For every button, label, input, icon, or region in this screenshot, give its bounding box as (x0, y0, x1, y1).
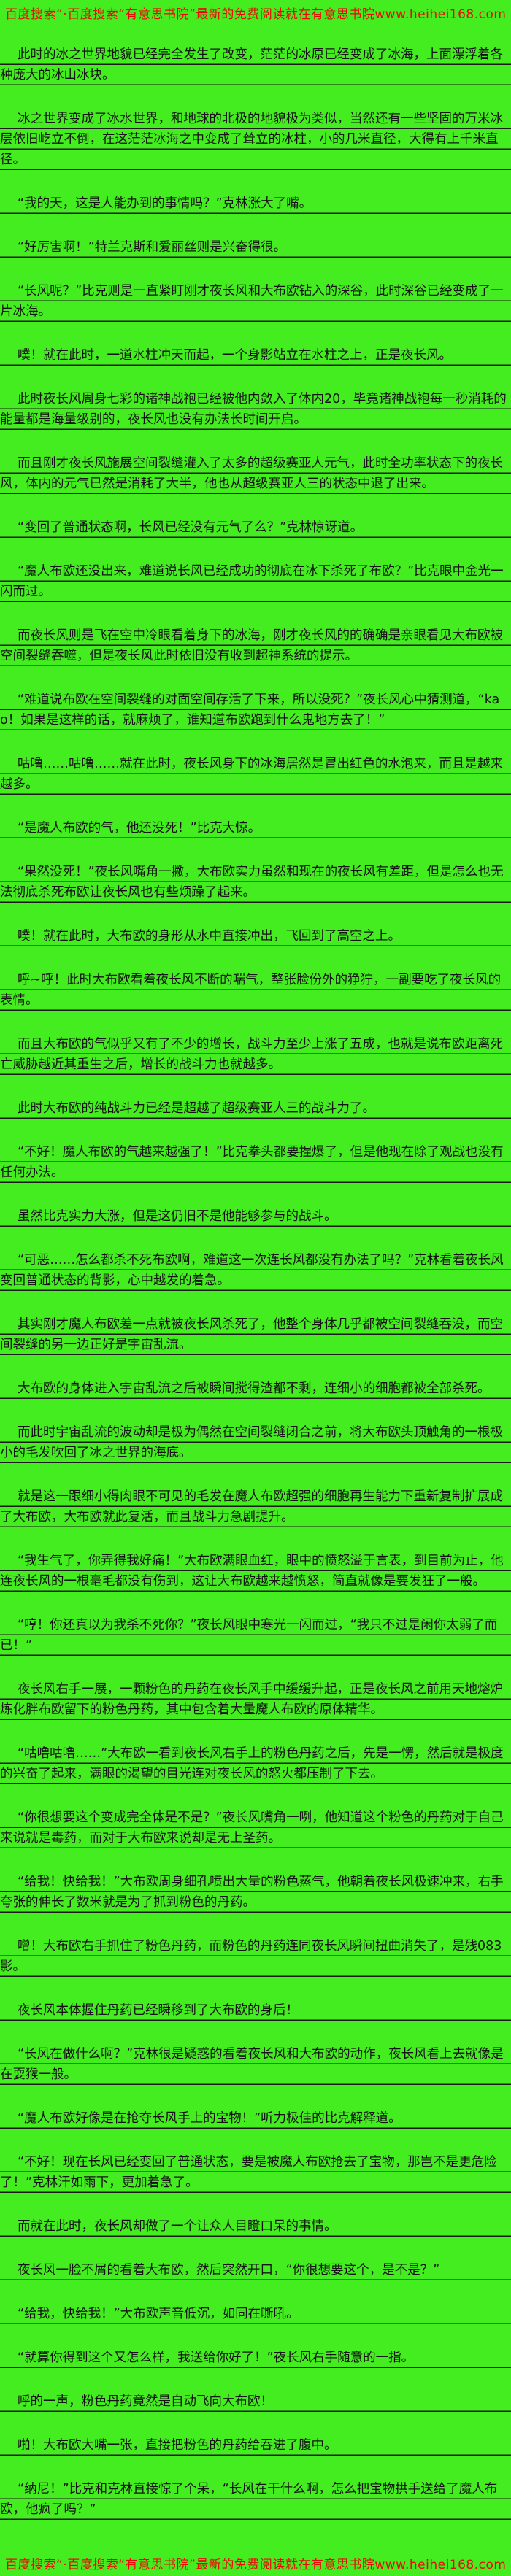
paragraph: 而就在此时，夜长风却做了一个让众人目瞪口呆的事情。 (0, 2216, 511, 2237)
paragraph: “不好！现在长风已经变回了普通状态，要是被魔人布欧抢去了宝物，那岂不是更危险了！… (0, 2152, 511, 2193)
paragraph: “是魔人布欧的气，他还没死！”比克大惊。 (0, 818, 511, 838)
paragraph: 而此时宇宙乱流的波动却是极为偶然在空间裂缝闭合之前，将大布欧头顶触角的一根极小的… (0, 1422, 511, 1463)
paragraph: “哼！你还真以为我杀不死你？”夜长风眼中寒光一闪而过，“我只不过是闲你太弱了而已… (0, 1615, 511, 1656)
paragraph: “魔人布欧还没出来，难道说长风已经成功的彻底在冰下杀死了布欧？”比克眼中金光一闪… (0, 561, 511, 602)
paragraph: “长风呢？”比克则是一直紧盯刚才夜长风和大布欧钻入的深谷，此时深谷已经变成了一片… (0, 281, 511, 322)
paragraph: 此时大布欧的纯战斗力已经是超越了超级赛亚人三的战斗力了。 (0, 1098, 511, 1119)
paragraph: “长风在做什么啊？”克林很是疑惑的看着夜长风和大布欧的动作，夜长风看上去就像是在… (0, 2044, 511, 2085)
paragraph: 而且大布欧的气似乎又有了不少的增长，战斗力至少上涨了五成，也就是说布欧距离死亡威… (0, 1034, 511, 1075)
promo-banner-top: 百度搜索“·百度搜索“有意思书院”最新的免费阅读就在有意思书院www.heihe… (0, 0, 511, 23)
paragraph: “我的天，这是人能办到的事情吗？”克林涨大了嘴。 (0, 193, 511, 214)
paragraph: “好厉害啊！”特兰克斯和爱丽丝则是兴奋得很。 (0, 237, 511, 258)
paragraph: “就算你得到这个又怎么样，我送给你好了！”夜长风右手随意的一指。 (0, 2348, 511, 2368)
paragraph: 此时夜长风周身七彩的诸神战袍已经被他内敛入了体内20，毕竟诸神战袍每一秒消耗的能… (0, 389, 511, 430)
novel-text: 此时的冰之世界地貌已经完全发生了改变，茫茫的冰原已经变成了冰海，上面漂浮着各种庞… (0, 45, 511, 2520)
paragraph: “变回了普通状态啊，长风已经没有元气了么？”克林惊讶道。 (0, 517, 511, 538)
paragraph: “魔人布欧好像是在抢夺长风手上的宝物！”听力极佳的比克解释道。 (0, 2108, 511, 2129)
paragraph: 此时的冰之世界地貌已经完全发生了改变，茫茫的冰原已经变成了冰海，上面漂浮着各种庞… (0, 45, 511, 85)
promo-banner-bottom: 百度搜索“·百度搜索“有意思书院”最新的免费阅读就在有意思书院www.heihe… (0, 2557, 506, 2573)
paragraph: “不好！魔人布欧的气越来越强了！”比克拳头都要捏爆了，但是他现在除了观战也没有任… (0, 1142, 511, 1183)
paragraph: “可恶……怎么都杀不死布欧啊，难道这一次连长风都没有办法了吗？”克林看着夜长风变… (0, 1250, 511, 1291)
paragraph: 其实刚才魔人布欧差一点就被夜长风杀死了，他整个身体几乎都被空间裂缝吞没，而空间裂… (0, 1314, 511, 1355)
paragraph: “你很想要这个变成完全体是不是？”夜长风嘴角一咧，他知道这个粉色的丹药对于自己来… (0, 1808, 511, 1848)
paragraph: 噗！就在此时，大布欧的身形从水中直接冲出，飞回到了高空之上。 (0, 926, 511, 946)
paragraph: “给我！快给我！”大布欧周身细孔喷出大量的粉色蒸气，他朝着夜长风极速冲来，右手夸… (0, 1872, 511, 1913)
paragraph: 呼~呼！此时大布欧看着夜长风不断的喘气，整张脸份外的狰狞，一副要吃了夜长风的表情… (0, 970, 511, 1011)
paragraph: 啪！大布欧大嘴一张，直接把粉色的丹药给吞进了腹中。 (0, 2435, 511, 2456)
paragraph: 夜长风右手一展，一颗粉色的丹药在夜长风手中缓缓升起，正是夜长风之前用天地熔炉炼化… (0, 1679, 511, 1720)
promo-banner-bottom-text: 百度搜索“·百度搜索“有意思书院”最新的免费阅读就在有意思书院www.heihe… (5, 2558, 507, 2572)
promo-banner-top-text: 百度搜索“·百度搜索“有意思书院”最新的免费阅读就在有意思书院www.heihe… (5, 7, 507, 22)
paragraph: 呼的一声，粉色丹药竟然是自动飞向大布欧！ (0, 2391, 511, 2412)
paragraph: 大布欧的身体进入宇宙乱流之后被瞬间搅得渣都不剩，连细小的细胞都被全部杀死。 (0, 1378, 511, 1399)
paragraph: 而夜长风则是飞在空中冷眼看着身下的冰海，刚才夜长风的的确确是亲眼看见大布欧被空间… (0, 625, 511, 666)
paragraph: “纳尼！”比克和克林直接惊了个呆，“长风在干什么啊，怎么把宝物拱手送给了魔人布欧… (0, 2479, 511, 2520)
paragraph: “咕噜咕噜……”大布欧一看到夜长风右手上的粉色丹药之后，先是一愣，然后就是极度的… (0, 1743, 511, 1784)
paragraph: “果然没死！”夜长风嘴角一撇，大布欧实力虽然和现在的夜长风有差距，但是怎么也无法… (0, 862, 511, 903)
paragraph: 就是这一跟细小得肉眼不可见的毛发在魔人布欧超强的细胞再生能力下重新复制扩展成了大… (0, 1486, 511, 1527)
paragraph: 而且刚才夜长风施展空间裂缝灌入了太多的超级赛亚人元气，此时全功率状态下的夜长风，… (0, 453, 511, 494)
paragraph: 夜长风本体握住丹药已经瞬移到了大布欧的身后！ (0, 2000, 511, 2021)
paragraph: “我生气了，你弄得我好痛！”大布欧满眼血红，眼中的愤怒溢于言表，到目前为止，他连… (0, 1551, 511, 1592)
paragraph: 噌！大布欧右手抓住了粉色丹药，而粉色的丹药连同夜长风瞬间扭曲消失了，是残083影… (0, 1936, 511, 1977)
paragraph: 虽然比克实力大涨，但是这仍旧不是他能够参与的战斗。 (0, 1206, 511, 1227)
paragraph: “难道说布欧在空间裂缝的对面空间存活了下来，所以没死？”夜长风心中猜测道，“ka… (0, 690, 511, 730)
paragraph: 噗！就在此时，一道水柱冲天而起，一个身影站立在水柱之上，正是夜长风。 (0, 345, 511, 366)
paragraph: 夜长风一脸不屑的看着大布欧，然后突然开口，“你很想要这个，是不是？” (0, 2260, 511, 2280)
paragraph: 咕噜……咕噜……就在此时，夜长风身下的冰海居然是冒出红色的水泡来，而且是越来越多… (0, 754, 511, 795)
paragraph: 冰之世界变成了冰水世界，和地球的北极的地貌极为类似，当然还有一些坚固的万米冰层依… (0, 109, 511, 170)
paragraph: “给我，快给我！”大布欧声音低沉，如同在嘶吼。 (0, 2304, 511, 2324)
